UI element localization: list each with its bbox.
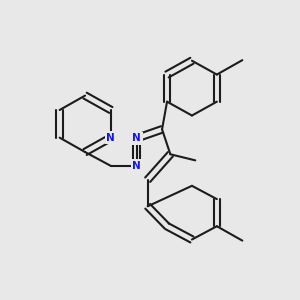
Text: N: N xyxy=(132,133,141,143)
Text: N: N xyxy=(132,161,141,171)
Text: N: N xyxy=(106,133,115,143)
